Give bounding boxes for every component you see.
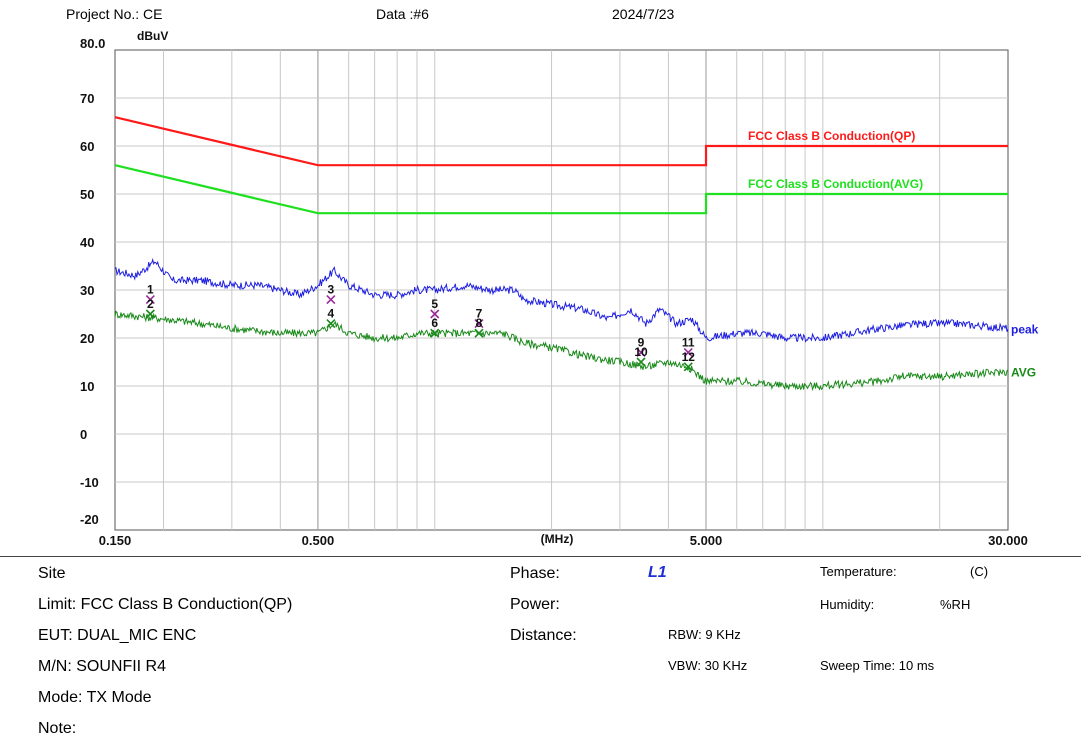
phase-value: L1 xyxy=(648,564,667,581)
sweep-time-label: Sweep Time: 10 ms xyxy=(820,658,935,673)
humidity-unit: %RH xyxy=(940,597,971,612)
marker-label-5: 5 xyxy=(431,297,438,311)
y-tick-label: 0 xyxy=(80,427,87,442)
model-number-label: M/N: SOUNFII R4 xyxy=(38,658,167,675)
x-axis-unit: (MHz) xyxy=(541,532,574,546)
marker-8 xyxy=(474,328,484,338)
series-line-avg xyxy=(114,310,1009,392)
marker-12 xyxy=(683,362,693,372)
project-number: Project No.: CE xyxy=(66,6,163,22)
limit-label: Limit: FCC Class B Conduction(QP) xyxy=(38,596,293,613)
y-tick-label: 30 xyxy=(80,283,94,298)
marker-2 xyxy=(145,309,155,319)
marker-1 xyxy=(145,295,155,305)
marker-label-10: 10 xyxy=(634,345,648,359)
series-label-peak: peak xyxy=(1011,322,1039,336)
marker-6 xyxy=(430,328,440,338)
marker-4 xyxy=(326,319,336,329)
y-tick-label: 40 xyxy=(80,235,94,250)
marker-11 xyxy=(683,347,693,357)
power-label: Power: xyxy=(510,596,560,613)
distance-label: Distance: xyxy=(510,627,577,644)
marker-3 xyxy=(326,295,336,305)
y-tick-label: 80.0 xyxy=(80,36,105,51)
y-tick-label: 20 xyxy=(80,331,94,346)
limit-label-qp: FCC Class B Conduction(QP) xyxy=(748,129,915,143)
series-label-avg: AVG xyxy=(1011,366,1036,380)
limit-line-qp xyxy=(114,116,1008,167)
marker-label-2: 2 xyxy=(147,297,154,311)
x-tick-label: 5.000 xyxy=(690,533,723,548)
marker-label-9: 9 xyxy=(638,335,645,349)
emission-chart: 80.0 70 60 50 40 30 20 10 0 -10 -20 dBuV 0.150 0.500 5… xyxy=(80,29,1039,548)
marker-7 xyxy=(474,319,484,329)
temperature-unit: (C) xyxy=(970,564,989,579)
humidity-label: Humidity: xyxy=(820,597,875,612)
temperature-label: Temperature: xyxy=(820,564,897,579)
series-line-peak xyxy=(115,257,1009,343)
marker-9 xyxy=(636,347,646,357)
marker-label-6: 6 xyxy=(431,316,438,330)
marker-label-7: 7 xyxy=(476,307,483,321)
vbw-label: VBW: 30 KHz xyxy=(668,658,748,673)
x-tick-label: 0.150 xyxy=(99,533,132,548)
date-label: 2024/7/23 xyxy=(612,6,675,22)
y-tick-label: 50 xyxy=(80,187,94,202)
y-tick-label: 70 xyxy=(80,91,94,106)
marker-label-1: 1 xyxy=(147,283,154,297)
marker-label-3: 3 xyxy=(328,283,335,297)
marker-label-4: 4 xyxy=(328,307,335,321)
y-tick-label: -20 xyxy=(80,512,99,527)
limit-label-avg: FCC Class B Conduction(AVG) xyxy=(748,177,923,191)
limit-line-avg xyxy=(114,164,1008,215)
note-label: Note: xyxy=(38,720,77,737)
marker-label-12: 12 xyxy=(682,350,696,364)
site-label: Site xyxy=(38,565,66,582)
eut-label: EUT: DUAL_MIC ENC xyxy=(38,627,197,644)
x-tick-label: 0.500 xyxy=(302,533,335,548)
marker-10 xyxy=(636,357,646,367)
rbw-label: RBW: 9 KHz xyxy=(668,627,741,642)
y-tick-label: 60 xyxy=(80,139,94,154)
marker-5 xyxy=(430,309,440,319)
y-tick-label: -10 xyxy=(80,475,99,490)
separator-line xyxy=(0,556,1081,557)
marker-label-8: 8 xyxy=(476,316,483,330)
x-tick-label: 30.000 xyxy=(988,533,1028,548)
data-label: Data :#6 xyxy=(376,6,429,22)
mode-label: Mode: TX Mode xyxy=(38,689,152,706)
y-tick-label: 10 xyxy=(80,379,94,394)
phase-label: Phase: xyxy=(510,565,560,582)
y-axis-unit: dBuV xyxy=(137,29,168,43)
marker-label-11: 11 xyxy=(682,335,695,349)
